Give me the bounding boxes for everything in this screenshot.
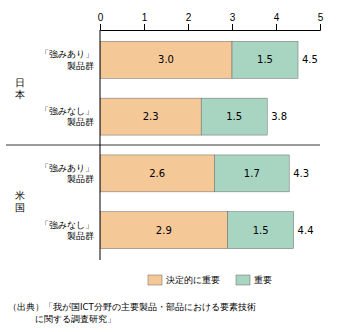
data-label: 2.3 [143, 111, 159, 122]
x-tick: 1 [142, 12, 148, 30]
x-tick-label: 4 [274, 12, 280, 23]
data-label: 2.9 [156, 225, 172, 236]
bar-segment [201, 98, 267, 135]
x-tick-mark [276, 24, 277, 30]
category-label: 「強みなし」製品群 [40, 220, 94, 241]
chart: 0 1 2 3 4 5 3.0 2.3 2.6 2.9 1.5 1.5 1.7 1.5 4.5 3.8 4.3 4… [0, 0, 350, 332]
x-tick: 2 [186, 12, 192, 30]
category-label: 「強みあり」製品群 [40, 163, 94, 184]
x-tick-mark [232, 24, 233, 30]
total-label: 3.8 [271, 111, 287, 122]
group-label: 米国 [15, 190, 25, 213]
bar-segment [232, 41, 298, 78]
total-label: 4.4 [298, 225, 314, 236]
x-tick: 3 [230, 12, 236, 30]
x-axis-line [101, 24, 321, 31]
text-line: 米 [15, 190, 25, 201]
legend-swatch [236, 275, 250, 285]
bar-segment [228, 212, 294, 249]
legend-item: 決定的に重要 [148, 275, 220, 285]
text-line: 「強みあり」 [40, 163, 94, 173]
text-line: 製品群 [67, 117, 94, 127]
legend-swatch [148, 275, 162, 285]
x-tick: 4 [274, 12, 280, 30]
x-tick-mark [144, 24, 145, 30]
data-label: 3.0 [158, 54, 174, 65]
text-line: 製品群 [67, 231, 94, 241]
x-tick-label: 1 [142, 12, 148, 23]
text-line: 「強みなし」 [40, 106, 94, 116]
legend: 決定的に重要 重要 [148, 275, 272, 285]
bar-segment [100, 212, 228, 249]
total-label: 4.5 [302, 54, 318, 65]
x-tick-label: 5 [318, 12, 324, 23]
x-tick-mark [320, 24, 321, 30]
legend-item: 重要 [236, 275, 272, 285]
x-tick-label: 2 [186, 12, 192, 23]
data-label: 1.5 [226, 111, 242, 122]
text-line: 「強みあり」 [40, 49, 94, 59]
group-label: 日本 [15, 77, 25, 100]
data-label: 1.5 [253, 225, 269, 236]
legend-label: 決定的に重要 [166, 275, 220, 285]
source-text: に関する調査研究」 [8, 314, 116, 324]
bar-segment [100, 41, 232, 78]
text-line: 製品群 [67, 61, 94, 71]
legend-label: 重要 [254, 275, 272, 285]
x-tick: 0 [98, 12, 104, 30]
x-tick-mark [188, 24, 189, 30]
source-text: （出典）「我が国ICT分野の主要製品・部品における要素技術 [8, 302, 256, 312]
bar-segment [214, 155, 289, 192]
data-label: 1.7 [244, 168, 260, 179]
text-line: 国 [15, 202, 25, 213]
total-label: 4.3 [293, 168, 309, 179]
x-axis: 0 1 2 3 4 5 [98, 12, 324, 31]
text-line: 日 [15, 77, 25, 88]
category-label: 「強みなし」製品群 [40, 106, 94, 127]
text-line: 「強みなし」 [40, 220, 94, 230]
text-line: 本 [15, 89, 25, 100]
x-tick-mark [100, 24, 101, 30]
group-separator [6, 145, 320, 146]
x-tick: 5 [318, 12, 324, 30]
data-label: 1.5 [257, 54, 273, 65]
data-label: 2.6 [149, 168, 165, 179]
x-tick-label: 3 [230, 12, 236, 23]
category-label: 「強みあり」製品群 [40, 49, 94, 70]
bar-segment [100, 98, 201, 135]
text-line: 製品群 [67, 174, 94, 184]
bar-segment [100, 155, 214, 192]
x-tick-label: 0 [98, 12, 104, 23]
